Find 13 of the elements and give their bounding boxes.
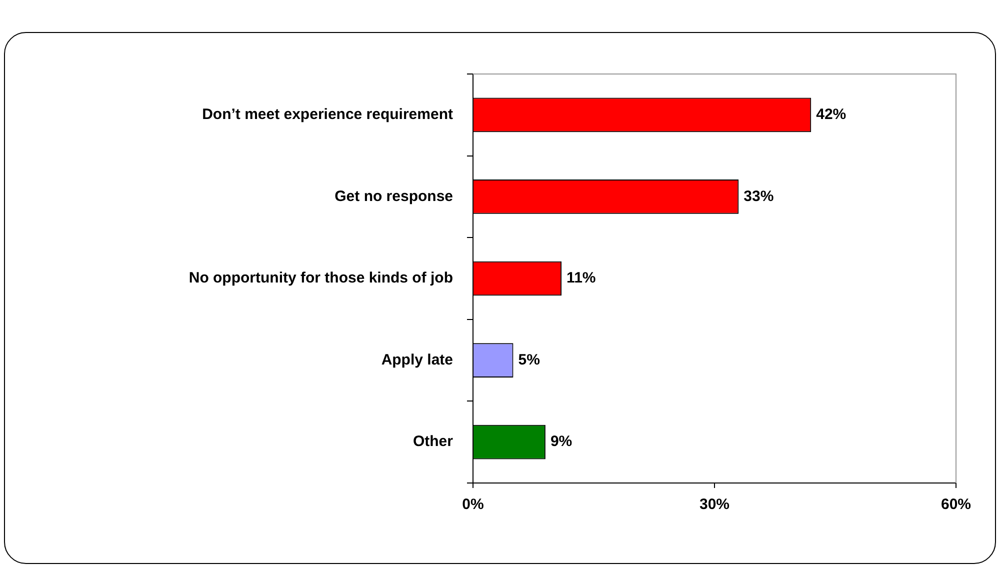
y-tick-label: Get no response	[334, 188, 453, 205]
y-tick-label: Don’t meet experience requirement	[202, 106, 453, 124]
data-label: 5%	[518, 351, 540, 368]
y-tick-label: No opportunity for those kinds of job	[188, 270, 453, 287]
x-tick-label: 0%	[462, 496, 484, 514]
data-label: 9%	[550, 433, 572, 450]
data-label: 33%	[744, 188, 774, 205]
y-tick-label: Other	[412, 433, 454, 450]
data-label: 11%	[566, 270, 596, 287]
data-label: 42%	[816, 106, 846, 124]
y-tick-label: Apply late	[381, 351, 453, 368]
x-tick-label: 60%	[940, 496, 972, 514]
x-tick-label: 30%	[699, 496, 730, 514]
